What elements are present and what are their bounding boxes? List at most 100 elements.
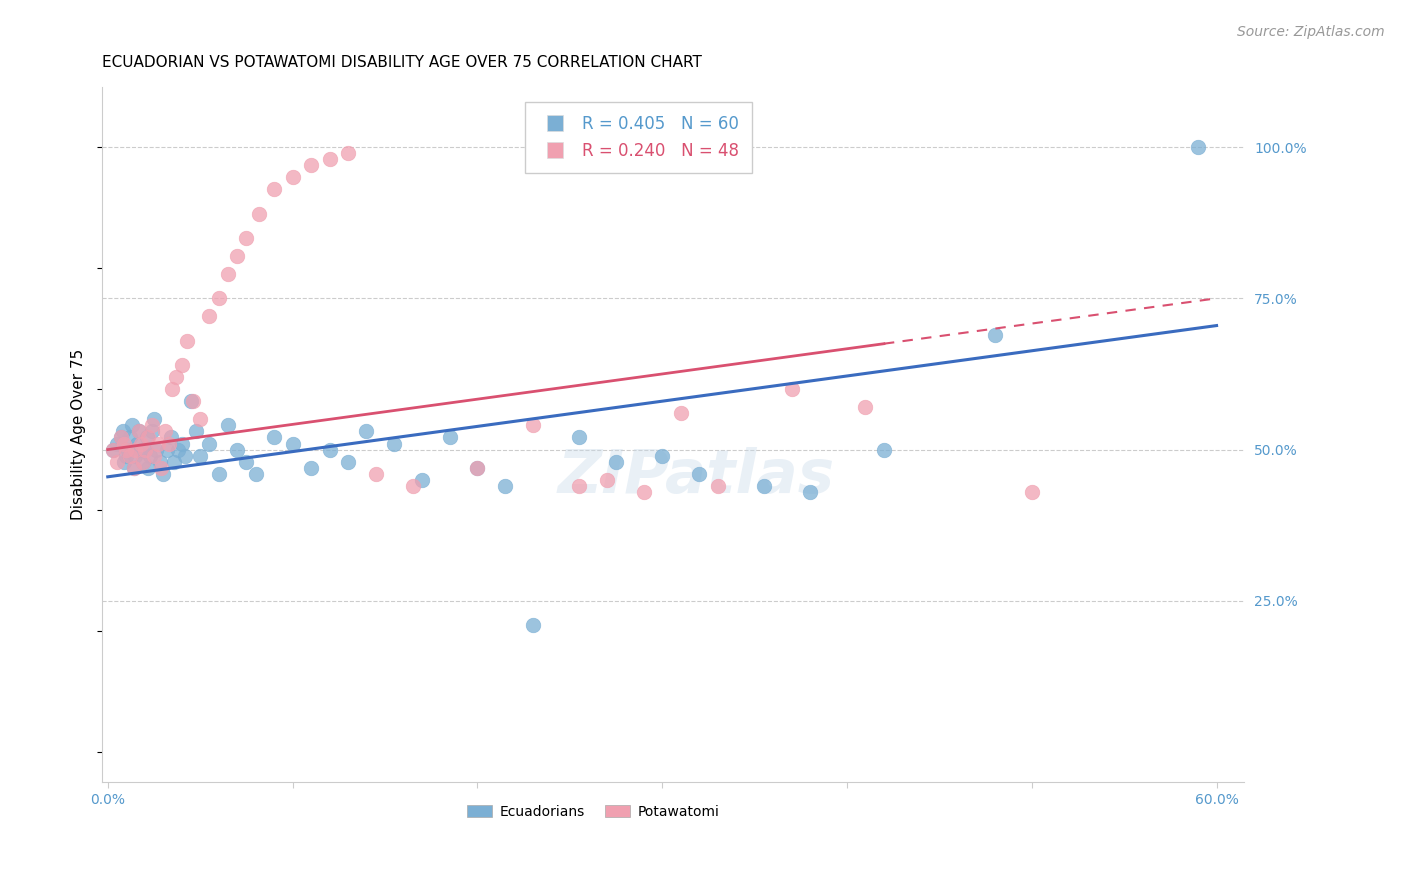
Point <box>138 460 160 475</box>
Point <box>855 401 877 415</box>
Point <box>159 430 181 444</box>
Point <box>142 412 165 426</box>
Point <box>150 460 173 475</box>
Point <box>402 479 425 493</box>
Point <box>112 436 135 450</box>
Point <box>167 442 190 457</box>
Point <box>112 455 135 469</box>
Point <box>752 479 775 493</box>
Point <box>163 455 186 469</box>
Point <box>128 425 150 439</box>
Point <box>148 455 170 469</box>
Point <box>799 485 821 500</box>
Point <box>153 425 176 439</box>
Point <box>139 449 162 463</box>
Point <box>198 436 221 450</box>
Point <box>188 449 211 463</box>
Point <box>127 436 149 450</box>
Y-axis label: Disability Age Over 75: Disability Age Over 75 <box>72 349 86 520</box>
Point <box>115 449 138 463</box>
Point <box>145 442 167 457</box>
Point <box>356 425 378 439</box>
Point <box>117 442 139 457</box>
Point <box>170 358 193 372</box>
Point <box>152 467 174 481</box>
Point <box>217 267 239 281</box>
Point <box>605 455 627 469</box>
Point <box>281 436 304 450</box>
Point <box>111 425 134 439</box>
Point <box>142 449 165 463</box>
Text: ZIPatlas: ZIPatlas <box>558 447 835 506</box>
Point <box>134 442 156 457</box>
Point <box>364 467 387 481</box>
Point <box>247 207 270 221</box>
Point <box>522 618 544 632</box>
Point <box>162 382 184 396</box>
Point <box>129 436 152 450</box>
Point <box>134 442 156 457</box>
Point <box>226 442 249 457</box>
Point <box>281 170 304 185</box>
Point <box>176 334 198 348</box>
Point <box>181 394 204 409</box>
Point <box>633 485 655 500</box>
Point <box>568 479 591 493</box>
Point <box>337 146 360 161</box>
Point <box>522 418 544 433</box>
Point <box>1021 485 1043 500</box>
Point <box>382 436 405 450</box>
Point <box>984 327 1007 342</box>
Point <box>596 473 619 487</box>
Point <box>128 425 150 439</box>
Point <box>706 479 728 493</box>
Point <box>299 158 322 172</box>
Point <box>780 382 803 396</box>
Point <box>124 442 146 457</box>
Point <box>198 310 221 324</box>
Point <box>208 467 231 481</box>
Point <box>103 442 125 457</box>
Legend: Ecuadorians, Potawatomi: Ecuadorians, Potawatomi <box>461 799 724 824</box>
Point <box>115 442 138 457</box>
Point <box>141 418 163 433</box>
Point <box>118 449 141 463</box>
Point <box>226 249 249 263</box>
Point <box>118 430 141 444</box>
Point <box>132 455 155 469</box>
Point <box>208 291 231 305</box>
Point <box>467 460 489 475</box>
Point <box>105 436 128 450</box>
Point <box>439 430 461 444</box>
Point <box>135 430 157 444</box>
Point <box>299 460 322 475</box>
Point <box>124 449 146 463</box>
Point <box>105 455 128 469</box>
Point <box>132 455 155 469</box>
Point <box>110 430 132 444</box>
Point <box>110 430 132 444</box>
Point <box>186 425 208 439</box>
Point <box>337 455 360 469</box>
Point <box>568 430 591 444</box>
Point <box>411 473 433 487</box>
Point <box>156 442 179 457</box>
Point <box>318 442 340 457</box>
Point <box>165 370 187 384</box>
Point <box>103 442 125 457</box>
Point <box>235 455 257 469</box>
Point <box>263 430 285 444</box>
Point <box>121 418 143 433</box>
Point <box>669 406 692 420</box>
Point <box>873 442 896 457</box>
Point <box>235 231 257 245</box>
Point <box>688 467 710 481</box>
Point <box>138 430 160 444</box>
Point <box>245 467 267 481</box>
Point <box>217 418 239 433</box>
Point <box>170 436 193 450</box>
Point <box>122 460 145 475</box>
Point <box>180 394 202 409</box>
Point <box>318 152 340 166</box>
Point <box>263 182 285 196</box>
